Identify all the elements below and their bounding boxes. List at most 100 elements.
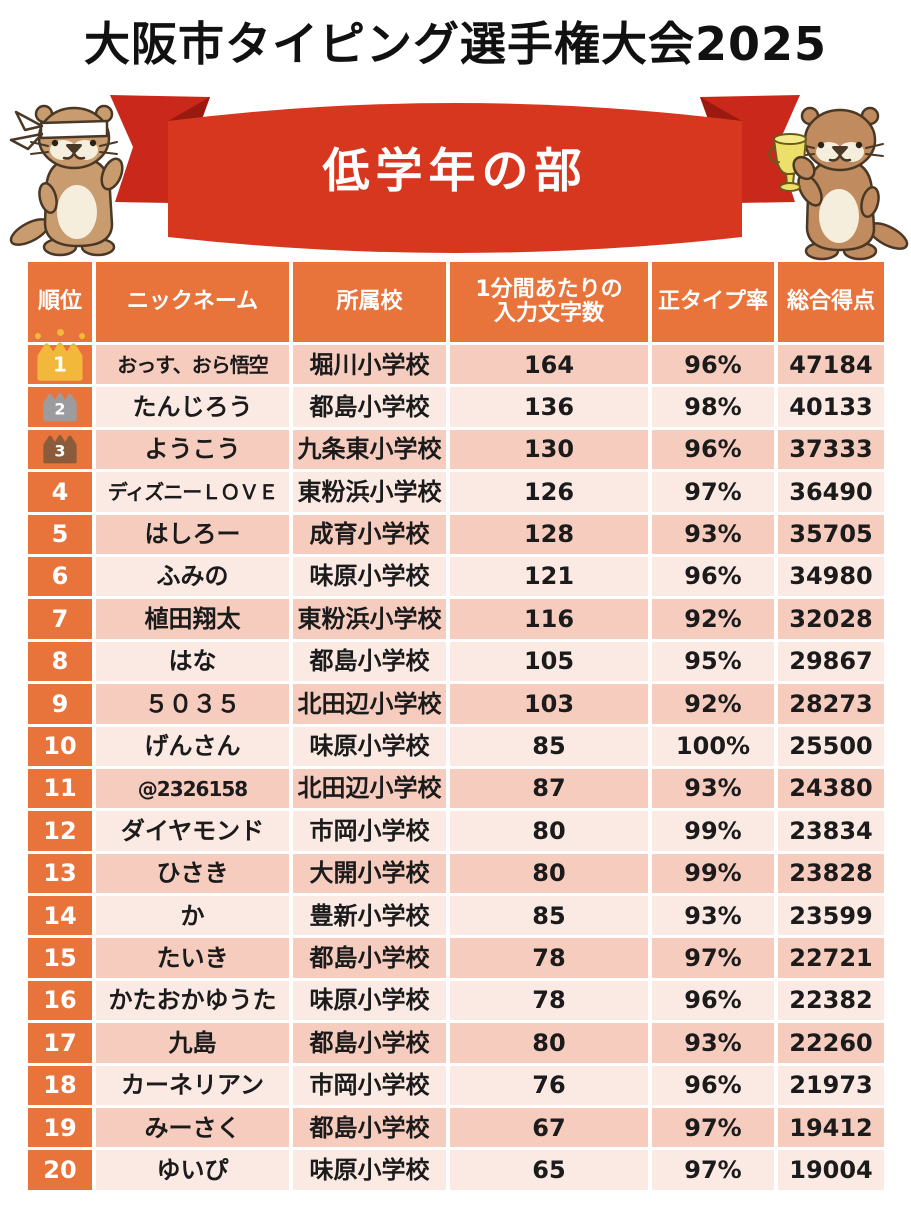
rank-number: 5: [51, 520, 69, 549]
rank-number: 7: [51, 604, 69, 633]
header-accuracy: 正タイプ率: [652, 262, 774, 342]
accuracy-cell: 97%: [652, 1108, 774, 1148]
rank-number: 13: [43, 859, 77, 888]
school-cell: 市岡小学校: [293, 1065, 446, 1106]
score-cell: 47184: [778, 345, 884, 385]
cpm-cell: 116: [450, 599, 648, 639]
rank-cell: 17: [28, 1023, 92, 1063]
school-cell: 味原小学校: [293, 556, 446, 597]
otter-mascot-right-icon: [768, 106, 909, 261]
rank-cell: 7: [28, 599, 92, 639]
score-cell: 23834: [778, 811, 884, 851]
school-cell: 都島小学校: [293, 1108, 446, 1148]
rank-cell: 5: [28, 514, 92, 554]
rank-number-medal: 3: [54, 441, 66, 461]
rank-number: 14: [43, 901, 77, 930]
rank-cell: 3: [28, 429, 92, 470]
rank-cell: 16: [28, 980, 92, 1021]
score-cell: 35705: [778, 514, 884, 554]
score-cell: 21973: [778, 1065, 884, 1106]
cpm-cell: 85: [450, 896, 648, 936]
nickname-cell: 九島: [96, 1023, 289, 1063]
accuracy-cell: 97%: [652, 1150, 774, 1190]
nickname-cell: はしろー: [96, 514, 289, 554]
accuracy-cell: 96%: [652, 345, 774, 385]
score-cell: 22260: [778, 1023, 884, 1063]
score-cell: 19412: [778, 1108, 884, 1148]
rank-number: 12: [43, 816, 77, 845]
cpm-cell: 65: [450, 1150, 648, 1190]
score-cell: 24380: [778, 768, 884, 809]
rank-cell: 2: [28, 387, 92, 427]
accuracy-cell: 96%: [652, 1065, 774, 1106]
cpm-cell: 136: [450, 387, 648, 427]
school-cell: 都島小学校: [293, 1023, 446, 1063]
accuracy-cell: 98%: [652, 387, 774, 427]
banner-label: 低学年の部: [322, 144, 588, 199]
rank-number: 16: [43, 986, 77, 1015]
rank-number-medal: 2: [54, 399, 66, 419]
school-cell: 味原小学校: [293, 1150, 446, 1190]
rank-number: 20: [43, 1155, 77, 1184]
school-cell: 市岡小学校: [293, 811, 446, 851]
cpm-cell: 78: [450, 938, 648, 978]
rank-cell: 1: [28, 328, 92, 385]
school-cell: 味原小学校: [293, 980, 446, 1021]
score-cell: 28273: [778, 684, 884, 724]
rank-cell: 12: [28, 811, 92, 851]
accuracy-cell: 93%: [652, 514, 774, 554]
school-cell: 味原小学校: [293, 726, 446, 766]
rank-number: 6: [51, 562, 69, 591]
cpm-cell: 130: [450, 429, 648, 470]
school-cell: 都島小学校: [293, 938, 446, 978]
header-nickname: ニックネーム: [96, 262, 289, 342]
school-cell: 都島小学校: [293, 387, 446, 427]
rank-cell: 13: [28, 853, 92, 894]
header-school: 所属校: [293, 262, 446, 342]
accuracy-cell: 97%: [652, 472, 774, 512]
rank-number: 4: [51, 477, 69, 506]
rank-cell: 20: [28, 1150, 92, 1190]
accuracy-cell: 92%: [652, 684, 774, 724]
rank-cell: 18: [28, 1065, 92, 1106]
nickname-cell: カーネリアン: [96, 1065, 289, 1106]
rank-number: 17: [43, 1028, 77, 1057]
cpm-cell: 164: [450, 345, 648, 385]
school-cell: 都島小学校: [293, 641, 446, 682]
score-cell: 40133: [778, 387, 884, 427]
cpm-cell: 87: [450, 768, 648, 809]
ranking-table: 順位 ニックネーム 所属校 1分間あたりの 入力文字数 正タイプ率 総合得点 1…: [28, 262, 884, 1190]
rank-number: 15: [43, 943, 77, 972]
score-cell: 32028: [778, 599, 884, 639]
nickname-cell: はな: [96, 641, 289, 682]
rank-cell: 19: [28, 1108, 92, 1148]
nickname-cell: ふみの: [96, 556, 289, 597]
accuracy-cell: 93%: [652, 1023, 774, 1063]
nickname-cell: ようこう: [96, 429, 289, 470]
nickname-cell: みーさく: [96, 1108, 289, 1148]
school-cell: 東粉浜小学校: [293, 472, 446, 512]
header-cpm: 1分間あたりの 入力文字数: [450, 262, 648, 342]
nickname-cell: かたおかゆうた: [96, 980, 289, 1021]
accuracy-cell: 93%: [652, 768, 774, 809]
score-cell: 37333: [778, 429, 884, 470]
school-cell: 大開小学校: [293, 853, 446, 894]
accuracy-cell: 100%: [652, 726, 774, 766]
rank-cell: 9: [28, 684, 92, 724]
header-rank: 順位: [28, 262, 92, 342]
score-cell: 22382: [778, 980, 884, 1021]
school-cell: 北田辺小学校: [293, 684, 446, 724]
school-cell: 九条東小学校: [293, 429, 446, 470]
cpm-cell: 121: [450, 556, 648, 597]
cpm-cell: 105: [450, 641, 648, 682]
nickname-cell: ５０３５: [96, 684, 289, 724]
rank-number: 9: [51, 689, 69, 718]
accuracy-cell: 96%: [652, 980, 774, 1021]
crown-icon: 1: [35, 328, 85, 382]
score-cell: 19004: [778, 1150, 884, 1190]
cpm-cell: 80: [450, 1023, 648, 1063]
nickname-cell: たんじろう: [96, 387, 289, 427]
rank-cell: 14: [28, 896, 92, 936]
rank-number: 8: [51, 647, 69, 676]
